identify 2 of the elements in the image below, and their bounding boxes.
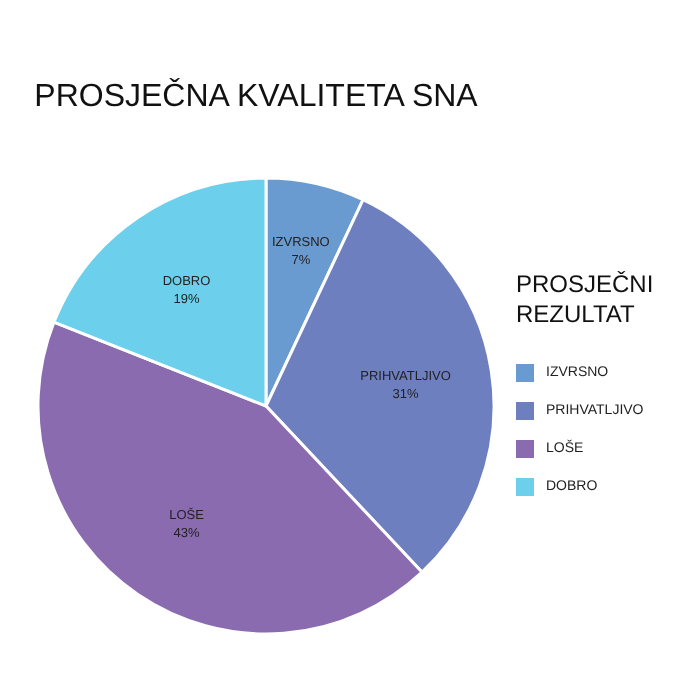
- chart-title: PROSJEČNA KVALITETA SNA: [32, 80, 480, 116]
- legend-title: PROSJEČNI REZULTAT: [516, 270, 654, 330]
